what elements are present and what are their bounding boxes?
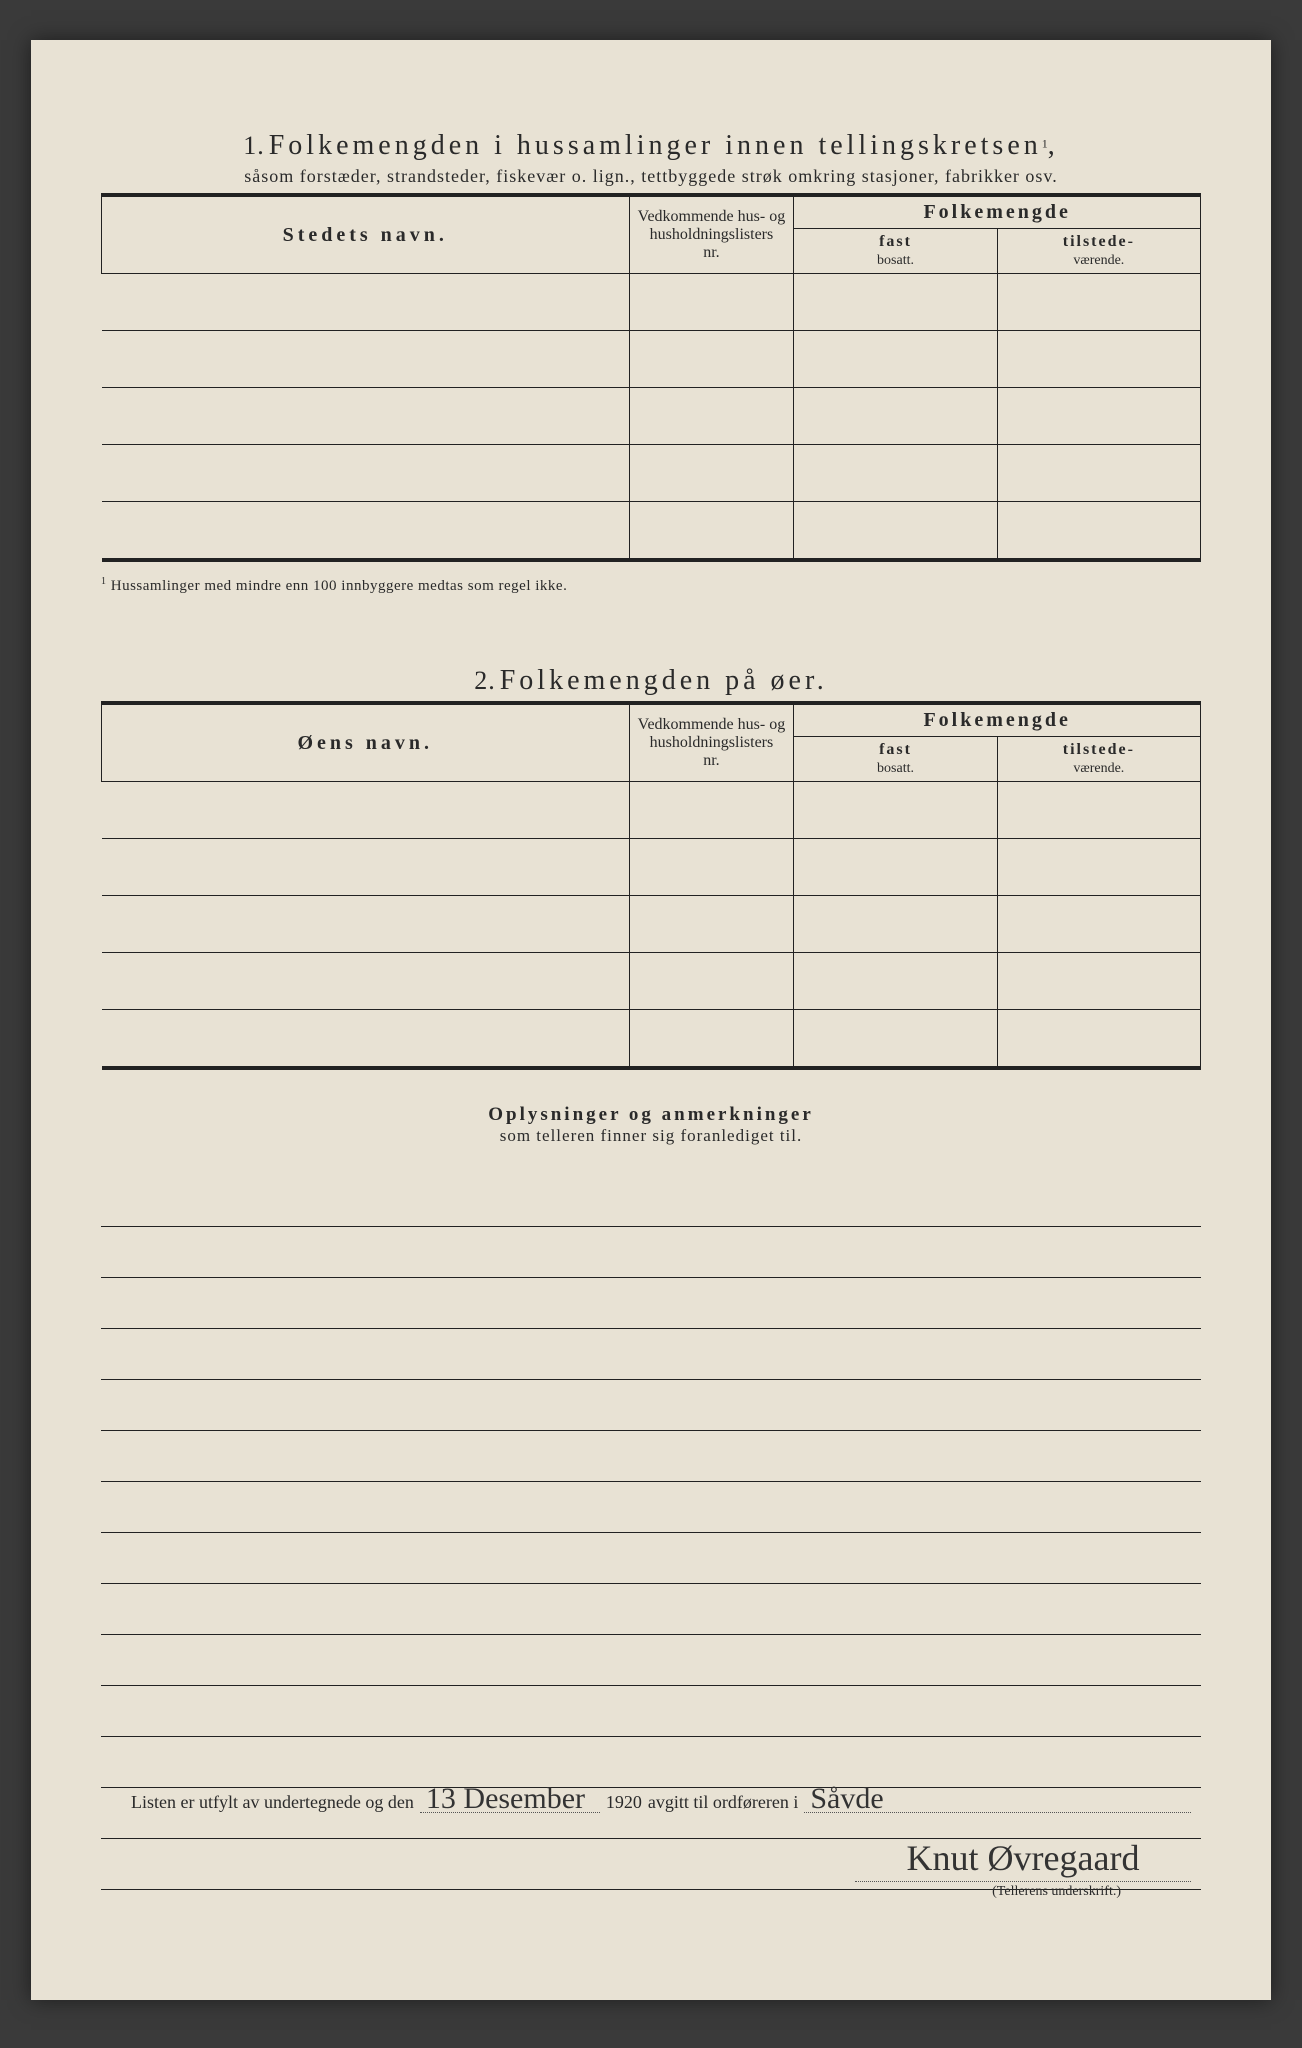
table-cell	[997, 502, 1200, 561]
table-cell	[997, 331, 1200, 388]
table-cell	[997, 896, 1200, 953]
ruled-line	[101, 1431, 1201, 1482]
table-cell	[629, 1010, 794, 1069]
document-page: 1. Folkemengden i hussamlinger innen tel…	[31, 40, 1271, 2000]
section1-table: Stedets navn. Vedkommende hus- og hushol…	[101, 197, 1201, 562]
table-row	[102, 1010, 1201, 1069]
table-cell	[102, 274, 630, 331]
table-cell	[794, 839, 997, 896]
table-cell	[629, 445, 794, 502]
section1-title: 1. Folkemengden i hussamlinger innen tel…	[101, 130, 1201, 162]
col-tilstede: tilstede- værende.	[997, 737, 1200, 782]
ruled-line	[101, 1686, 1201, 1737]
ruled-line	[101, 1329, 1201, 1380]
section1-subtitle: såsom forstæder, strandsteder, fiskevær …	[101, 166, 1201, 187]
table-cell	[997, 388, 1200, 445]
table-row	[102, 896, 1201, 953]
col-oens-navn: Øens navn.	[102, 705, 630, 782]
footer-year: 1920	[606, 1792, 642, 1813]
section2-number: 2.	[474, 666, 496, 695]
footer-text-a: Listen er utfylt av undertegnede og den	[131, 1792, 414, 1813]
col-stedets-navn: Stedets navn.	[102, 197, 630, 274]
col-folkemengde: Folkemengde	[794, 705, 1201, 737]
section2-title: 2. Folkemengden på øer.	[101, 665, 1201, 697]
table-cell	[102, 502, 630, 561]
footer-date-blank: 13 Desember	[420, 1788, 600, 1813]
table-cell	[997, 839, 1200, 896]
ruled-line	[101, 1380, 1201, 1431]
col-folkemengde: Folkemengde	[794, 197, 1201, 229]
ruled-line	[101, 1278, 1201, 1329]
table-cell	[997, 274, 1200, 331]
ruled-line	[101, 1584, 1201, 1635]
table-cell	[794, 953, 997, 1010]
table-cell	[102, 331, 630, 388]
ruled-line	[101, 1176, 1201, 1227]
table-cell	[102, 1010, 630, 1069]
table-cell	[629, 782, 794, 839]
section2-heading: Folkemengden på øer.	[500, 665, 828, 696]
table-row	[102, 839, 1201, 896]
section1-footnote: 1 Hussamlinger med mindre enn 100 innbyg…	[101, 576, 1201, 595]
footer: Listen er utfylt av undertegnede og den …	[131, 1788, 1191, 1900]
col-tilstede: tilstede- værende.	[997, 229, 1200, 274]
table-cell	[629, 839, 794, 896]
table-cell	[629, 388, 794, 445]
table-cell	[794, 274, 997, 331]
table-cell	[997, 953, 1200, 1010]
table-cell	[629, 896, 794, 953]
table-row	[102, 445, 1201, 502]
table-cell	[629, 331, 794, 388]
section2-tbody	[102, 782, 1201, 1069]
col-nr: Vedkommende hus- og husholdningslisters …	[629, 705, 794, 782]
table-cell	[102, 839, 630, 896]
table-cell	[794, 388, 997, 445]
footer-place-hand: Såvde	[810, 1782, 883, 1816]
col-fast: fast bosatt.	[794, 737, 997, 782]
section3-title: Oplysninger og anmerkninger som telleren…	[101, 1104, 1201, 1146]
footer-place-blank: Såvde	[804, 1788, 1191, 1813]
footer-text-b: avgitt til ordføreren i	[648, 1792, 798, 1813]
table-row	[102, 388, 1201, 445]
section1-number: 1.	[243, 131, 265, 160]
col-fast: fast bosatt.	[794, 229, 997, 274]
table-row	[102, 502, 1201, 561]
table-cell	[794, 502, 997, 561]
table-row	[102, 782, 1201, 839]
table-cell	[997, 445, 1200, 502]
section1-tbody	[102, 274, 1201, 561]
table-cell	[629, 274, 794, 331]
ruled-line	[101, 1635, 1201, 1686]
table-cell	[997, 1010, 1200, 1069]
section3-lines	[101, 1176, 1201, 1890]
ruled-line	[101, 1482, 1201, 1533]
ruled-line	[101, 1533, 1201, 1584]
ruled-line	[101, 1227, 1201, 1278]
table-cell	[102, 388, 630, 445]
footer-date-hand: 13 Desember	[426, 1782, 585, 1816]
signature-area: Knut Øvregaard	[131, 1837, 1191, 1882]
table-cell	[794, 445, 997, 502]
section1-heading: Folkemengden i hussamlinger innen tellin…	[269, 130, 1042, 161]
table-cell	[997, 782, 1200, 839]
table-cell	[102, 896, 630, 953]
table-cell	[102, 953, 630, 1010]
table-row	[102, 331, 1201, 388]
table-cell	[794, 782, 997, 839]
table-row	[102, 274, 1201, 331]
table-cell	[102, 782, 630, 839]
table-cell	[794, 1010, 997, 1069]
ruled-line	[101, 1737, 1201, 1788]
table-row	[102, 953, 1201, 1010]
table-cell	[629, 502, 794, 561]
table-cell	[794, 331, 997, 388]
table-cell	[794, 896, 997, 953]
table-cell	[629, 953, 794, 1010]
table-cell	[102, 445, 630, 502]
signature-caption: (Tellerens underskrift.)	[131, 1884, 1191, 1900]
signature: Knut Øvregaard	[855, 1837, 1191, 1882]
section2-table: Øens navn. Vedkommende hus- og husholdni…	[101, 705, 1201, 1070]
footer-line: Listen er utfylt av undertegnede og den …	[131, 1788, 1191, 1813]
col-nr: Vedkommende hus- og husholdningslisters …	[629, 197, 794, 274]
